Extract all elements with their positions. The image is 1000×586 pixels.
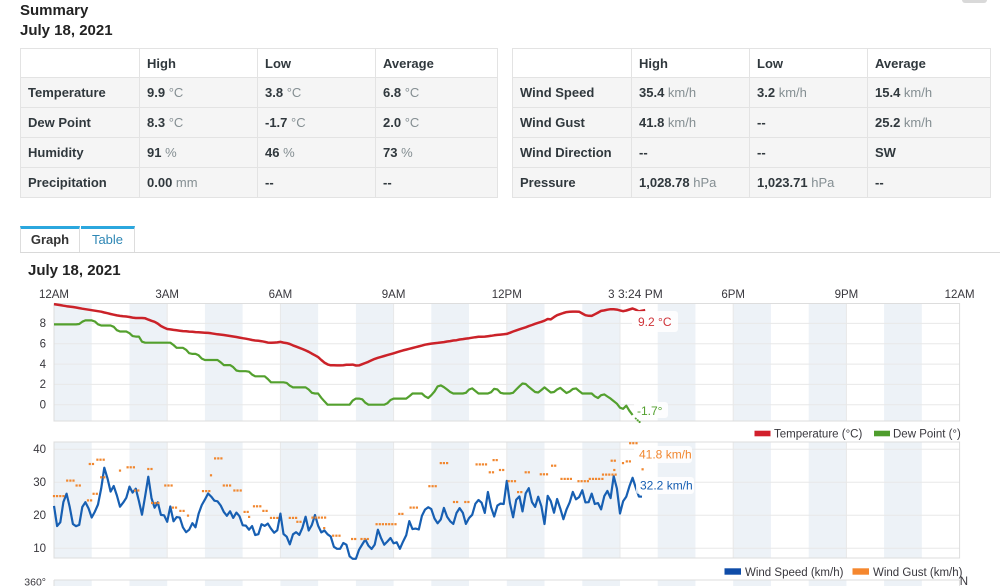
svg-text:Wind Gust (km/h): Wind Gust (km/h): [873, 567, 963, 579]
svg-text:9.2 °C: 9.2 °C: [638, 315, 672, 329]
svg-text:Dew Point (°): Dew Point (°): [893, 429, 961, 441]
svg-text:3:24 PM: 3:24 PM: [618, 287, 663, 301]
svg-text:Wind Speed (km/h): Wind Speed (km/h): [745, 567, 844, 579]
svg-text:12AM: 12AM: [39, 289, 69, 301]
svg-text:30: 30: [33, 477, 46, 489]
svg-text:-1.7°: -1.7°: [637, 404, 663, 418]
svg-text:20: 20: [33, 510, 46, 522]
svg-text:6AM: 6AM: [269, 289, 293, 301]
svg-text:12PM: 12PM: [492, 289, 522, 301]
svg-text:4: 4: [40, 359, 47, 371]
svg-text:6: 6: [40, 339, 46, 351]
svg-text:8: 8: [40, 318, 46, 330]
svg-text:40: 40: [33, 444, 46, 456]
svg-text:3AM: 3AM: [155, 289, 179, 301]
svg-text:Temperature (°C): Temperature (°C): [774, 429, 862, 441]
svg-text:9AM: 9AM: [382, 289, 406, 301]
svg-text:360°: 360°: [24, 577, 46, 586]
svg-text:32.2 km/h: 32.2 km/h: [640, 479, 693, 493]
svg-text:6PM: 6PM: [721, 289, 745, 301]
svg-text:2: 2: [40, 379, 46, 391]
svg-text:12AM: 12AM: [945, 289, 975, 301]
svg-text:41.8 km/h: 41.8 km/h: [639, 448, 692, 462]
svg-text:0: 0: [40, 400, 46, 412]
svg-text:10: 10: [33, 543, 46, 555]
svg-text:9PM: 9PM: [835, 289, 859, 301]
svg-text:N: N: [960, 576, 968, 586]
